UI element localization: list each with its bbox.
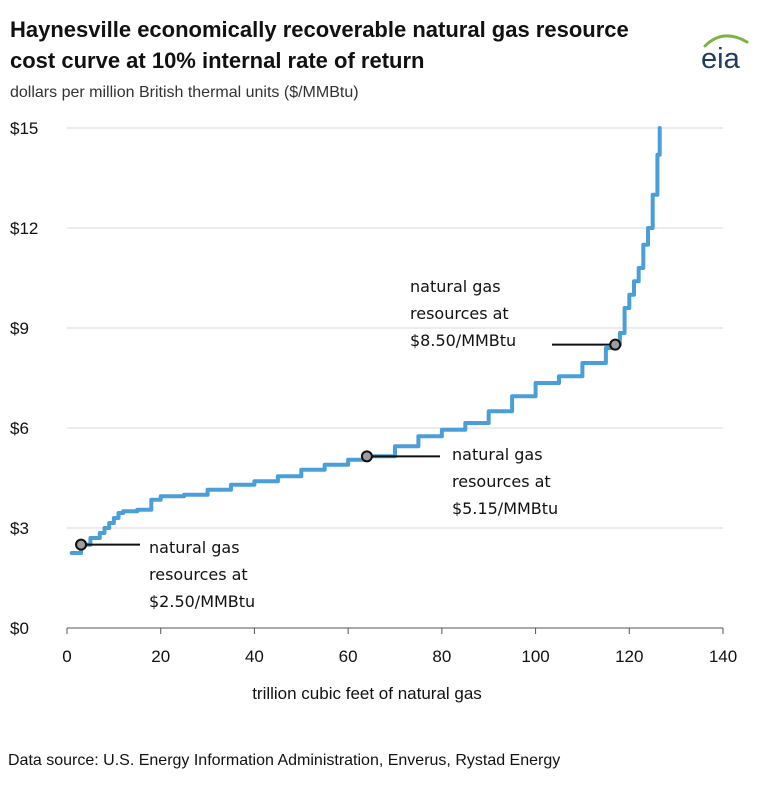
y-axis-ticks: $0 $3 $6 $9 $12 $15	[10, 119, 38, 638]
y-tick-label: $12	[10, 219, 38, 238]
chart-subtitle: dollars per million British thermal unit…	[10, 84, 359, 101]
annotation-text: $8.50/MMBtu	[410, 331, 516, 350]
annotation-marker	[609, 338, 622, 351]
annotation-text: natural gas	[452, 445, 543, 464]
annotation-text: resources at	[410, 304, 509, 323]
annotation: natural gas resources at $8.50/MMBtu	[410, 277, 622, 351]
x-tick-label: 120	[615, 647, 643, 666]
annotation: natural gas resources at $5.15/MMBtu	[360, 445, 558, 518]
x-tick-label: 20	[151, 647, 170, 666]
x-axis-title: trillion cubic feet of natural gas	[252, 684, 482, 703]
annotation-marker	[75, 538, 88, 551]
x-axis-ticks: 0 20 40 60 80 100 120 140	[62, 628, 737, 666]
annotation: natural gas resources at $2.50/MMBtu	[75, 538, 255, 611]
annotation-text: $2.50/MMBtu	[149, 592, 255, 611]
data-source: Data source: U.S. Energy Information Adm…	[8, 752, 561, 769]
eia-logo: eia	[701, 34, 749, 74]
annotation-text: natural gas	[410, 277, 501, 296]
annotation-marker	[360, 450, 373, 463]
x-tick-label: 80	[432, 647, 451, 666]
cost-curve-line	[69, 126, 662, 555]
annotation-text: resources at	[149, 565, 248, 584]
annotation-text: resources at	[452, 472, 551, 491]
cost-curve-chart: $0 $3 $6 $9 $12 $15 0 20 40 60 80 100 120 140 natura…	[10, 119, 737, 703]
y-tick-label: $9	[10, 319, 29, 338]
annotation-text: $5.15/MMBtu	[452, 499, 558, 518]
y-tick-label: $6	[10, 419, 29, 438]
y-tick-label: $3	[10, 519, 29, 538]
annotation-text: natural gas	[149, 538, 240, 557]
x-tick-label: 40	[245, 647, 264, 666]
eia-logo-text: eia	[701, 43, 741, 74]
x-tick-label: 100	[521, 647, 549, 666]
y-tick-label: $15	[10, 119, 38, 138]
x-tick-label: 140	[709, 647, 737, 666]
chart-title: Haynesville economically recoverable nat…	[10, 17, 629, 73]
gridlines	[67, 127, 723, 529]
x-tick-label: 0	[62, 647, 71, 666]
x-tick-label: 60	[339, 647, 358, 666]
y-tick-label: $0	[10, 619, 29, 638]
